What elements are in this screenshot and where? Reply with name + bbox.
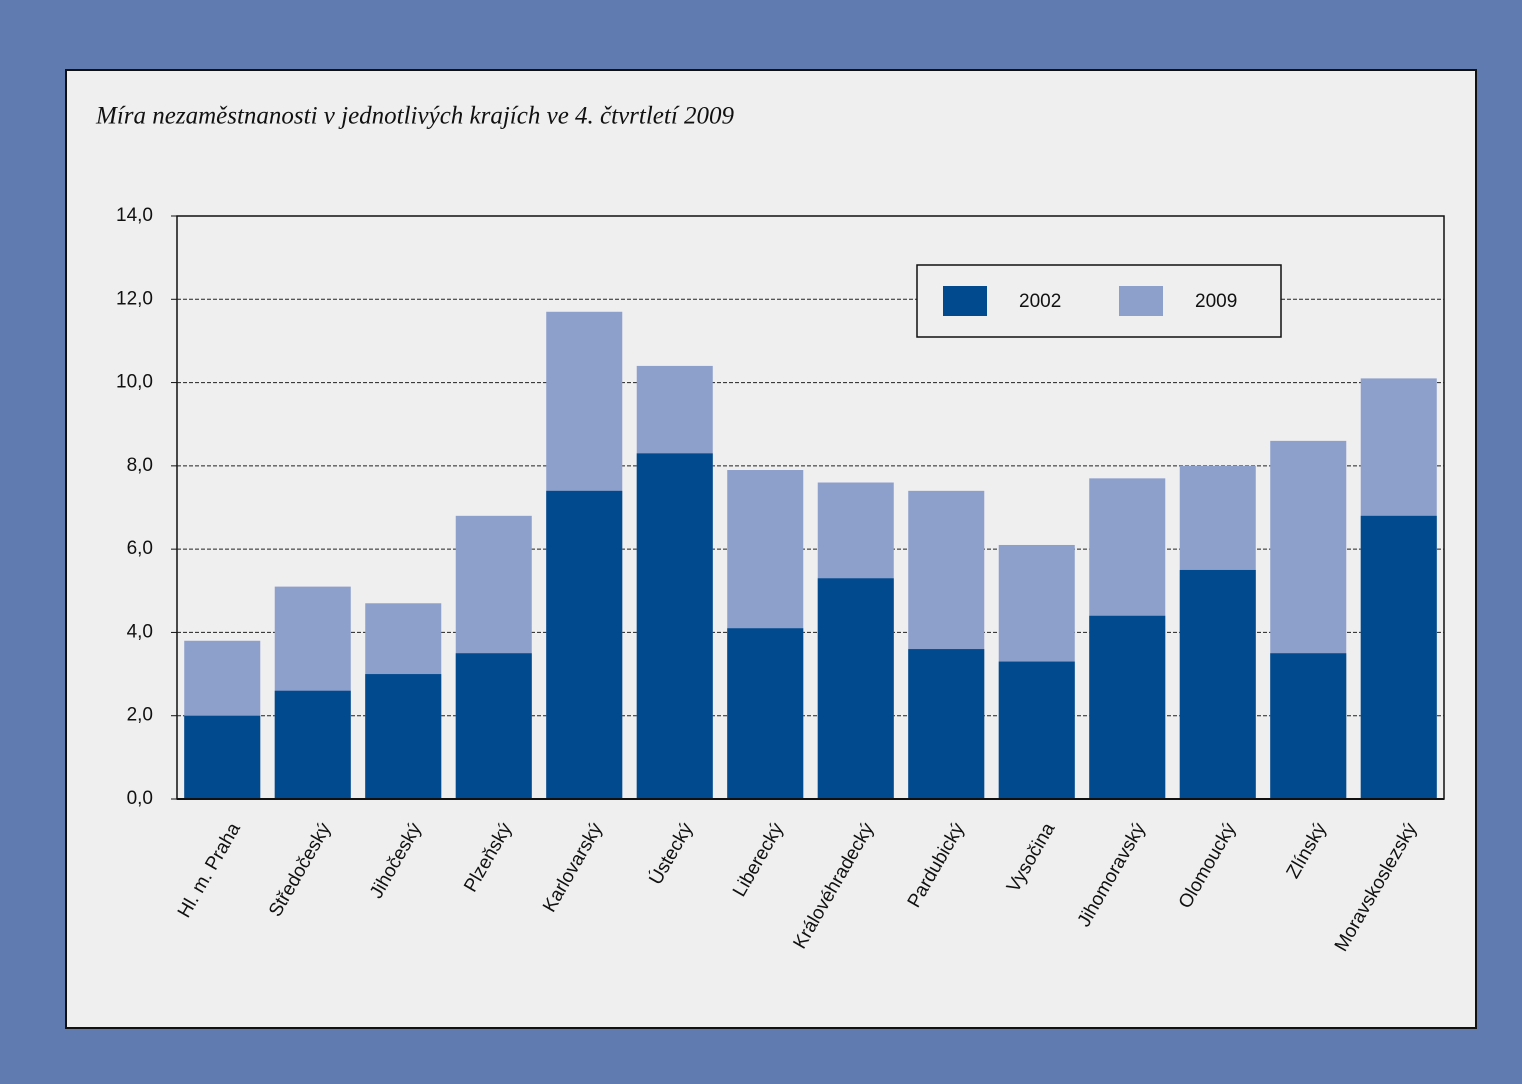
bar <box>455 653 532 799</box>
legend-swatch <box>943 286 987 316</box>
bar <box>546 490 623 799</box>
bar <box>1089 615 1166 799</box>
legend-label: 2009 <box>1195 291 1237 312</box>
y-tick-label: 10,0 <box>116 372 153 393</box>
legend-label: 2002 <box>1019 291 1061 312</box>
bar <box>184 715 261 799</box>
bar <box>1179 569 1256 799</box>
chart-title: Míra nezaměstnanosti v jednotlivých kraj… <box>95 103 735 130</box>
y-tick-label: 14,0 <box>116 205 153 226</box>
y-tick-label: 4,0 <box>127 621 153 642</box>
y-tick-label: 6,0 <box>127 538 153 559</box>
bar <box>817 578 894 799</box>
bar <box>1270 653 1347 799</box>
bar <box>636 453 713 799</box>
bar <box>365 674 442 799</box>
bar <box>727 628 804 799</box>
y-tick-label: 2,0 <box>127 705 153 726</box>
y-tick-label: 0,0 <box>127 788 153 809</box>
bar <box>998 661 1075 799</box>
y-tick-label: 12,0 <box>116 288 153 309</box>
bar <box>274 690 351 799</box>
bar <box>1360 515 1437 799</box>
y-tick-label: 8,0 <box>127 455 153 476</box>
bar <box>908 649 985 799</box>
legend-swatch <box>1119 286 1163 316</box>
